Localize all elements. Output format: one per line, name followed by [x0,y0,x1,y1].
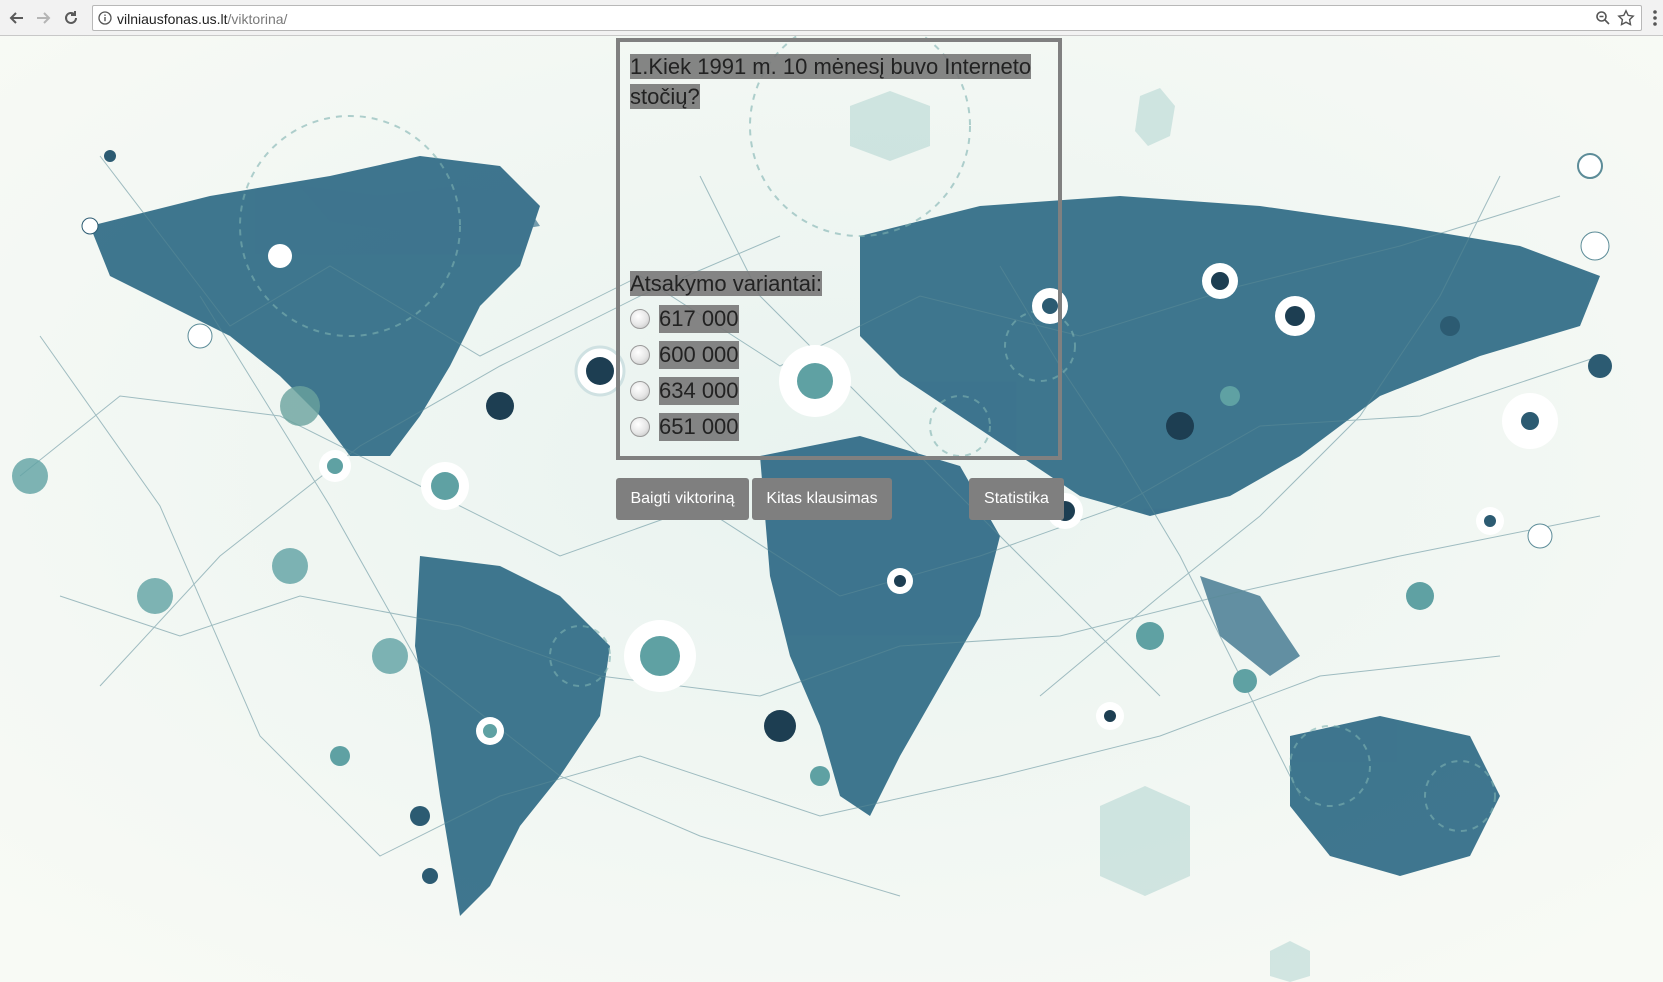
quiz-box: 1.Kiek 1991 m. 10 mėnesį buvo Interneto … [616,38,1062,460]
back-arrow-icon [9,12,23,24]
address-bar[interactable]: vilniausfonas.us.lt/viktorina/ [92,5,1642,31]
answer-option[interactable]: 600 000 [630,340,739,370]
answer-option[interactable]: 651 000 [630,412,739,442]
radio-button[interactable] [630,381,650,401]
answer-option-label: 617 000 [659,305,739,333]
browser-toolbar: vilniausfonas.us.lt/viktorina/ [0,0,1663,36]
next-question-button[interactable]: Kitas klausimas [752,478,892,520]
answers-label: Atsakymo variantai: [630,270,822,298]
statistics-button[interactable]: Statistika [969,478,1064,520]
reload-button[interactable] [60,7,82,29]
question-text: 1.Kiek 1991 m. 10 mėnesį buvo Interneto … [630,52,1050,112]
answer-option-label: 634 000 [659,377,739,405]
radio-button[interactable] [630,345,650,365]
url-path: /viktorina/ [227,11,288,27]
answer-option-label: 651 000 [659,413,739,441]
forward-button[interactable] [32,7,54,29]
radio-button[interactable] [630,417,650,437]
info-icon[interactable] [98,11,112,25]
menu-icon[interactable] [1652,9,1658,27]
page-content: 1.Kiek 1991 m. 10 mėnesį buvo Interneto … [0,36,1663,982]
finish-quiz-button[interactable]: Baigti viktoriną [616,478,749,520]
answer-option[interactable]: 617 000 [630,304,739,334]
forward-arrow-icon [37,12,51,24]
answer-option-label: 600 000 [659,341,739,369]
radio-button[interactable] [630,309,650,329]
answers-label-text: Atsakymo variantai: [630,271,822,296]
question-label: 1.Kiek 1991 m. 10 mėnesį buvo Interneto … [630,54,1032,109]
url-host: vilniausfonas.us.lt [117,11,228,27]
back-button[interactable] [6,7,28,29]
reload-icon [65,11,77,24]
answer-option[interactable]: 634 000 [630,376,739,406]
zoom-icon[interactable] [1595,10,1611,26]
url-text: vilniausfonas.us.lt/viktorina/ [117,11,287,27]
bookmark-star-icon[interactable] [1617,9,1635,27]
